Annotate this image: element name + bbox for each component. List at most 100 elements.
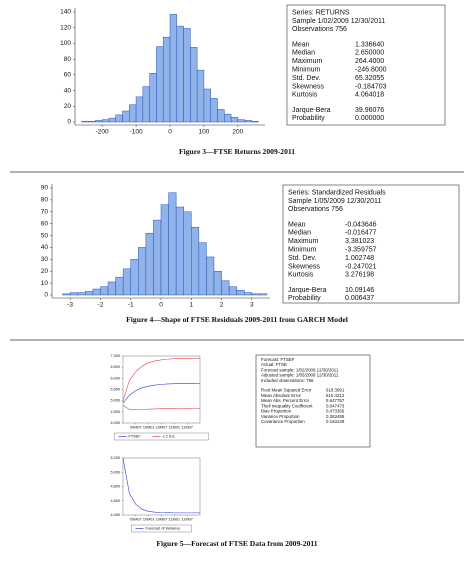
stats-label: Mean xyxy=(288,221,306,228)
stats-value: 39.96076 xyxy=(355,107,384,114)
stats-box xyxy=(255,354,371,448)
bar xyxy=(175,206,184,296)
stats-header: Actual: FTSE xyxy=(261,362,287,367)
y-tick-label: 7,000 xyxy=(110,354,120,358)
y-tick-label: 120 xyxy=(60,24,71,31)
stats-value: 0.047473 xyxy=(326,403,345,408)
stats-label: Maximum xyxy=(292,58,323,65)
y-tick-label: 100 xyxy=(60,40,71,47)
stats-label: Root Mean Squared Error xyxy=(261,388,312,393)
bar xyxy=(122,268,131,296)
x-tick-label: 09M07 xyxy=(130,518,142,522)
bar xyxy=(92,288,101,296)
stats-value: -0.043646 xyxy=(345,221,377,228)
bar xyxy=(206,256,215,296)
y-tick-label: 80 xyxy=(64,56,72,63)
stats-header: Sample 1/05/2009 12/30/2011 xyxy=(288,198,381,205)
bar xyxy=(95,120,103,123)
stats-label: Mean xyxy=(292,41,310,48)
y-tick-label: 20 xyxy=(64,103,72,110)
stats-label: Probability xyxy=(292,115,325,122)
bar xyxy=(251,120,259,123)
bar xyxy=(101,119,110,123)
stats-label: Covariance Proportion xyxy=(261,419,305,424)
stats-value: 10.09146 xyxy=(345,287,374,294)
stats-label: Mean Absolute Error xyxy=(261,393,302,398)
bar xyxy=(149,73,157,123)
legend-label: FTSEF xyxy=(129,435,142,439)
stats-header: Forecast: FTSEF xyxy=(261,357,295,362)
x-tick-label: 09M07 xyxy=(130,426,142,430)
y-tick-label: 10 xyxy=(41,280,49,287)
y-tick-label: 0 xyxy=(44,292,48,299)
figure-caption: Figure 5—Forecast of FTSE Data from 2009… xyxy=(156,539,317,548)
x-tick-label: 200 xyxy=(232,129,243,136)
y-tick-label: 4,000 xyxy=(110,421,120,425)
x-tick-label: 2 xyxy=(220,302,224,309)
bar xyxy=(62,293,71,296)
bar xyxy=(115,114,123,123)
stats-value: -246.8000 xyxy=(355,67,387,74)
stats-header: Included observations: 756 xyxy=(261,378,314,383)
y-tick-label: 60 xyxy=(41,220,49,227)
figure-caption: Figure 4—Shape of FTSE Residuals 2009-20… xyxy=(126,315,348,324)
y-tick-label: 5,500 xyxy=(110,388,120,392)
bar xyxy=(183,211,192,296)
bar xyxy=(236,289,245,296)
y-tick-label: 6,000 xyxy=(110,376,120,380)
series-line xyxy=(122,457,200,514)
y-tick-label: 4,500 xyxy=(110,410,120,414)
stats-header: Observations 756 xyxy=(288,206,343,213)
bar xyxy=(153,219,162,296)
stats-label: Theil Inequality Coefficient xyxy=(261,403,313,408)
x-tick-label: 1 xyxy=(189,302,193,309)
bar xyxy=(69,292,78,296)
stats-label: Std. Dev. xyxy=(288,255,316,262)
stats-value: -0.016477 xyxy=(345,230,377,237)
stats-box xyxy=(286,4,446,126)
stats-value: 3.276198 xyxy=(345,272,374,279)
bar xyxy=(100,286,109,296)
stats-box xyxy=(282,184,460,304)
stats-value: 0.000000 xyxy=(355,115,384,122)
stats-value: 0.473356 xyxy=(326,409,345,414)
bar xyxy=(230,117,239,123)
stats-label: Minimum xyxy=(292,67,321,74)
bar xyxy=(259,293,268,296)
stats-label: Maximum xyxy=(288,238,319,245)
y-tick-label: 40 xyxy=(64,87,72,94)
stats-value: 510.4212 xyxy=(326,393,345,398)
figure-caption: Figure 3—FTSE Returns 2009-2011 xyxy=(179,147,295,156)
stats-label: Bias Proportion xyxy=(261,409,292,414)
y-tick-label: 5,200 xyxy=(110,456,120,460)
plot-frame xyxy=(122,355,201,424)
stats-value: 0.363495 xyxy=(326,414,345,419)
legend-label: ± 2 S.E. xyxy=(163,435,176,439)
legend-box xyxy=(114,432,209,441)
x-tick-label: 3 xyxy=(250,302,254,309)
bar xyxy=(77,292,86,296)
bar xyxy=(198,242,207,296)
stats-label: Median xyxy=(292,50,315,57)
x-tick-label: -100 xyxy=(130,129,143,136)
bar xyxy=(108,117,116,123)
x-tick-label: 11M07 xyxy=(182,426,193,430)
bar xyxy=(217,109,225,123)
stats-label: Jarque-Bera xyxy=(288,287,327,294)
y-tick-label: 140 xyxy=(60,9,71,16)
bar xyxy=(183,28,191,123)
bar xyxy=(244,120,252,123)
legend-label: Forecast of Variance xyxy=(146,527,181,531)
bar xyxy=(221,280,230,296)
stats-value: 3.381023 xyxy=(345,238,374,245)
bar xyxy=(237,119,245,123)
stats-label: Minimum xyxy=(288,247,317,254)
bar xyxy=(210,98,218,123)
y-tick-label: 5,000 xyxy=(110,399,120,403)
bar xyxy=(168,192,177,296)
stats-label: Kurtosis xyxy=(292,92,318,99)
stats-value: -0.184703 xyxy=(355,83,387,90)
bar xyxy=(135,96,144,123)
x-tick-label: 11M01 xyxy=(169,518,180,522)
